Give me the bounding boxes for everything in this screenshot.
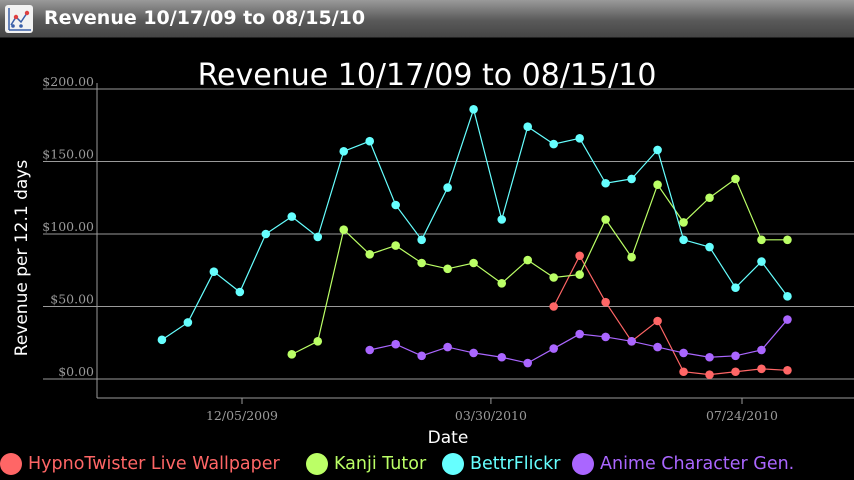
data-point-anime-character-gen: [469, 348, 478, 358]
data-point-kanji-tutor: [627, 252, 636, 262]
data-point-bettrflickr: [157, 335, 167, 345]
data-point-anime-character-gen: [679, 348, 688, 358]
data-point-kanji-tutor: [731, 174, 740, 184]
data-point-kanji-tutor: [523, 255, 533, 265]
data-point-kanji-tutor: [705, 193, 714, 203]
data-point-kanji-tutor: [679, 218, 688, 227]
series-line-hypnotwister-live-wallpaper: [553, 254, 788, 376]
chart-legend: HypnoTwister Live Wallpaper Kanji Tutor Be…: [0, 450, 854, 480]
data-point-kanji-tutor: [443, 264, 452, 274]
data-point-bettrflickr: [653, 145, 662, 155]
data-point-kanji-tutor: [653, 180, 662, 189]
data-point-bettrflickr: [417, 235, 426, 245]
data-point-kanji-tutor: [365, 250, 375, 259]
data-point-hypnotwister-live-wallpaper: [705, 370, 714, 379]
data-point-anime-character-gen: [783, 315, 792, 324]
legend-label: BettrFlickr: [470, 454, 561, 474]
data-point-hypnotwister-live-wallpaper: [601, 297, 610, 307]
data-point-hypnotwister-live-wallpaper: [653, 316, 662, 326]
data-point-anime-character-gen: [417, 351, 426, 361]
data-point-bettrflickr: [731, 283, 740, 292]
title-bar: Revenue 10/17/09 to 08/15/10: [0, 0, 854, 38]
data-point-bettrflickr: [705, 242, 714, 252]
data-point-kanji-tutor: [391, 241, 400, 250]
data-point-bettrflickr: [391, 200, 400, 210]
data-point-bettrflickr: [523, 122, 533, 131]
data-point-bettrflickr: [469, 105, 478, 114]
data-point-bettrflickr: [783, 292, 792, 301]
data-point-anime-character-gen: [731, 351, 740, 361]
legend-swatch: [0, 453, 22, 475]
data-point-kanji-tutor: [575, 270, 584, 279]
data-point-anime-character-gen: [365, 345, 375, 355]
data-point-anime-character-gen: [601, 332, 610, 342]
y-axis-label: Revenue per 12.1 days: [12, 160, 32, 357]
data-point-kanji-tutor: [783, 235, 792, 245]
data-point-bettrflickr: [209, 267, 219, 276]
data-point-kanji-tutor: [313, 337, 323, 346]
data-point-anime-character-gen: [575, 329, 584, 339]
data-point-hypnotwister-live-wallpaper: [757, 364, 766, 374]
data-point-bettrflickr: [575, 134, 584, 143]
data-point-hypnotwister-live-wallpaper: [783, 366, 792, 375]
series-line-kanji-tutor: [291, 177, 788, 355]
data-point-anime-character-gen: [549, 344, 558, 353]
data-point-anime-character-gen: [653, 342, 662, 352]
data-point-bettrflickr: [183, 318, 193, 327]
data-point-bettrflickr: [313, 232, 323, 242]
x-axis-label: Date: [428, 428, 469, 448]
legend-swatch: [306, 453, 328, 475]
data-point-kanji-tutor: [339, 225, 349, 234]
data-point-bettrflickr: [261, 229, 271, 239]
legend-label: Anime Character Gen.: [600, 454, 795, 474]
data-point-kanji-tutor: [549, 273, 558, 282]
y-tick-label: $0.00: [58, 364, 94, 379]
x-tick-label: 03/30/2010: [455, 408, 527, 423]
revenue-chart: Revenue 10/17/09 to 08/15/10 $0.00 $50.00 $…: [12, 58, 854, 448]
data-point-bettrflickr: [627, 174, 636, 184]
y-tick-label: $50.00: [50, 292, 94, 307]
data-point-anime-character-gen: [627, 337, 636, 346]
data-point-anime-character-gen: [443, 342, 452, 352]
data-point-bettrflickr: [497, 215, 507, 224]
x-tick-label: 07/24/2010: [706, 408, 778, 423]
data-point-kanji-tutor: [287, 350, 297, 359]
series-line-bettrflickr: [161, 107, 788, 341]
data-point-bettrflickr: [287, 212, 297, 221]
window-title: Revenue 10/17/09 to 08/15/10: [44, 7, 366, 29]
series-line-anime-character-gen: [369, 319, 788, 364]
data-point-hypnotwister-live-wallpaper: [575, 251, 584, 261]
data-point-anime-character-gen: [705, 352, 714, 362]
legend-swatch: [442, 453, 464, 475]
data-point-anime-character-gen: [757, 345, 766, 355]
data-point-hypnotwister-live-wallpaper: [731, 367, 740, 377]
y-tick-label: $200.00: [42, 74, 94, 89]
data-point-anime-character-gen: [497, 352, 507, 362]
chart-app-icon: [5, 5, 33, 33]
data-point-kanji-tutor: [469, 258, 478, 268]
data-point-anime-character-gen: [391, 339, 400, 349]
data-point-bettrflickr: [339, 147, 349, 156]
data-point-kanji-tutor: [417, 258, 426, 268]
data-point-bettrflickr: [601, 178, 610, 188]
data-point-hypnotwister-live-wallpaper: [679, 367, 688, 377]
data-point-kanji-tutor: [497, 279, 507, 288]
data-point-bettrflickr: [757, 257, 766, 266]
legend-label: HypnoTwister Live Wallpaper: [28, 454, 280, 474]
data-point-bettrflickr: [549, 139, 558, 149]
data-point-anime-character-gen: [523, 358, 533, 368]
data-point-bettrflickr: [235, 287, 245, 297]
data-point-bettrflickr: [365, 136, 375, 146]
y-tick-label: $150.00: [42, 147, 94, 162]
x-tick-label: 12/05/2009: [206, 408, 278, 423]
data-point-bettrflickr: [443, 183, 452, 192]
legend-swatch: [572, 453, 594, 475]
data-point-kanji-tutor: [757, 235, 766, 245]
data-point-kanji-tutor: [601, 215, 610, 224]
data-point-hypnotwister-live-wallpaper: [549, 302, 558, 311]
chart-title: Revenue 10/17/09 to 08/15/10: [198, 58, 657, 93]
y-tick-label: $100.00: [42, 219, 94, 234]
data-point-bettrflickr: [679, 235, 688, 245]
legend-label: Kanji Tutor: [334, 454, 427, 474]
